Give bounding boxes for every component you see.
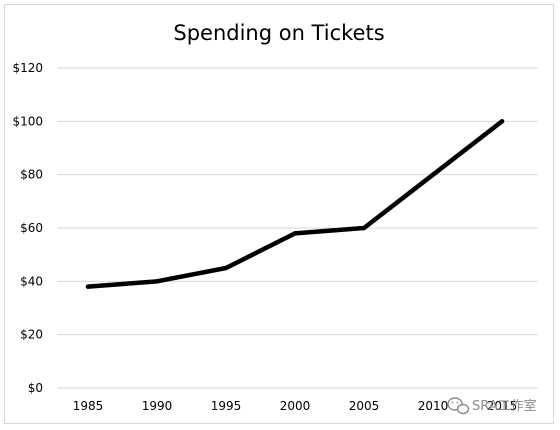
series-line [85, 119, 505, 289]
x-axis-tick-labels: 1985 1990 1995 2000 2005 2010 2015 [73, 399, 518, 413]
x-tick-label: 1990 [142, 399, 173, 413]
x-tick-label: 2005 [349, 399, 380, 413]
y-tick-label: $80 [20, 168, 43, 182]
wechat-icon [447, 397, 470, 415]
data-point [154, 279, 160, 284]
y-tick-label: $60 [20, 221, 43, 235]
y-tick-label: $120 [12, 61, 43, 75]
data-point [430, 172, 436, 177]
data-point [85, 284, 91, 289]
data-point [223, 265, 229, 271]
x-tick-label: 1995 [211, 399, 242, 413]
watermark-text: SRA工作室 [472, 398, 537, 414]
x-tick-label: 2015 [487, 399, 518, 413]
x-tick-label: 1985 [73, 399, 104, 413]
y-tick-label: $40 [20, 274, 43, 288]
gridlines [57, 67, 538, 389]
y-tick-label: $0 [28, 381, 43, 395]
watermark: SRA工作室 [447, 397, 537, 415]
series-layer [85, 119, 505, 289]
data-point [361, 225, 367, 231]
y-tick-label: $100 [12, 114, 43, 128]
data-point [292, 231, 298, 236]
y-axis-tick-labels: $0 $20 $40 $60 $80 $100 $120 [12, 61, 43, 395]
x-tick-label: 2000 [280, 399, 311, 413]
data-point [499, 119, 505, 124]
x-tick-label: 2010 [418, 399, 449, 413]
chart-title: Spending on Tickets [173, 21, 384, 45]
chart-frame [4, 4, 554, 424]
y-tick-label: $20 [20, 328, 43, 342]
